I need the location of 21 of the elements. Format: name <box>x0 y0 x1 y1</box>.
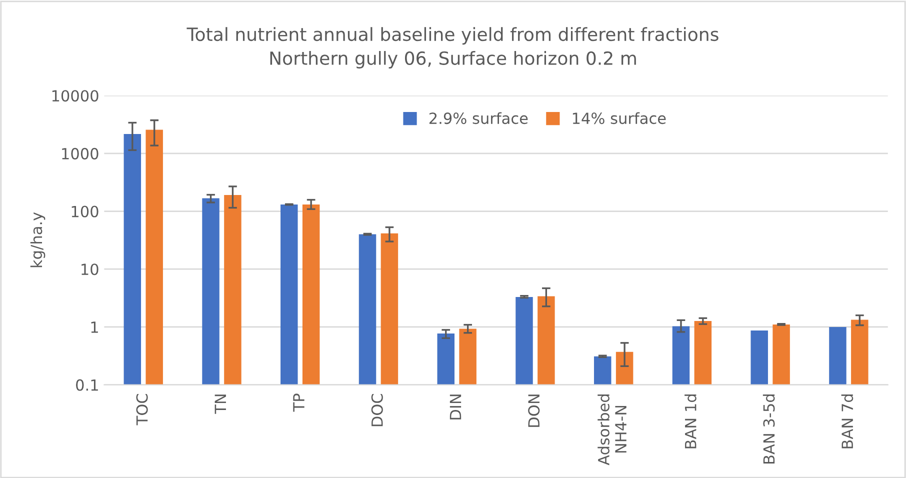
y-axis-title: kg/ha.y <box>30 212 46 268</box>
x-tick-label: DIN <box>450 394 462 420</box>
legend-label: 14% surface <box>572 112 666 124</box>
x-tick-label: TN <box>214 394 226 414</box>
x-tick-label: BAN 3-5d <box>762 394 775 464</box>
x-tick-label: Adsorbed NH4-N <box>598 394 626 466</box>
y-tick-label: 1000 <box>62 148 98 160</box>
y-tick-label: 100 <box>72 206 98 218</box>
chart-title: Total nutrient annual baseline yield from different fractions <box>186 27 718 45</box>
y-tick-label: 1 <box>91 322 98 333</box>
x-tick-label: TOC <box>136 394 148 426</box>
x-tick-label: DON <box>528 394 540 427</box>
x-tick-label: BAN 7d <box>841 394 854 448</box>
chart-subtitle: Northern gully 06, Surface horizon 0.2 m <box>270 51 636 68</box>
y-tick-label: 10000 <box>52 90 98 102</box>
x-tick-label: BAN 1d <box>684 394 696 448</box>
legend-label: 2.9% surface <box>429 112 528 124</box>
y-tick-label: 10 <box>82 264 98 276</box>
y-tick-label: 0.1 <box>76 379 98 391</box>
x-tick-label: TP <box>293 394 304 412</box>
x-tick-label: DOC <box>371 394 383 426</box>
